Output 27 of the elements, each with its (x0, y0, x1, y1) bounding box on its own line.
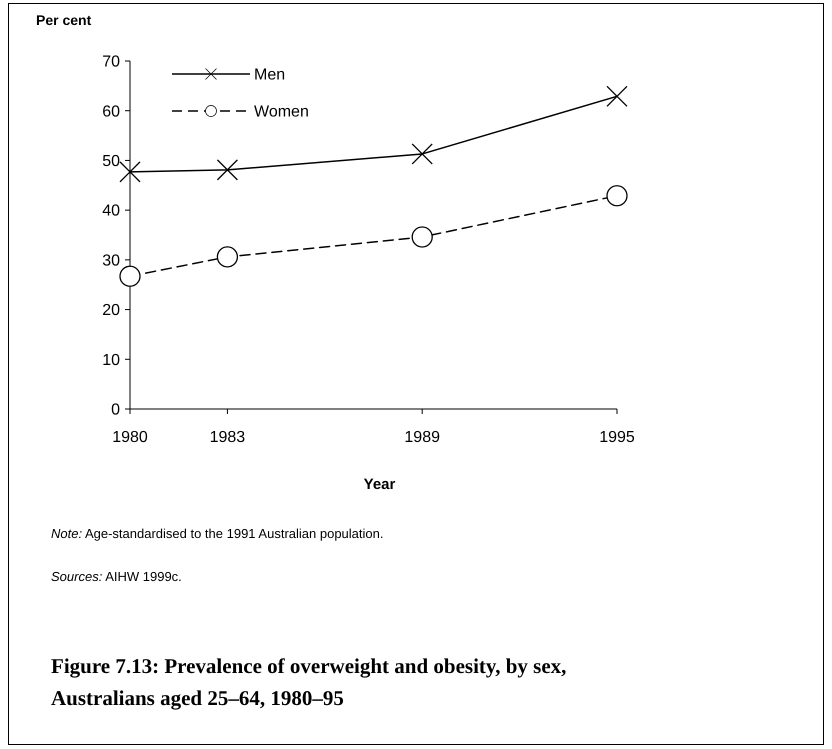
legend-label: Men (254, 66, 286, 84)
y-tick-label: 60 (102, 103, 120, 120)
source-note: Sources: AIHW 1999c. (51, 569, 182, 584)
y-axis-title: Per cent (36, 12, 92, 28)
x-tick-label: 1989 (404, 429, 440, 446)
y-tick-label: 0 (111, 402, 120, 419)
x-axis-title: Year (364, 476, 396, 493)
point (606, 185, 628, 206)
point (412, 226, 433, 248)
y-tick-label: 40 (102, 202, 120, 220)
point (412, 143, 433, 165)
text: Figure 7.13: Prevalence of overweight and obesity, by sex, Australians aged 25–64, 1980–95 (51, 654, 566, 710)
legend-label: Women (254, 104, 309, 121)
y-tick-label: 70 (102, 54, 120, 71)
y-tick-label: 10 (102, 352, 120, 369)
x-tick-label: 1983 (210, 429, 246, 446)
text: Note: Age-standardised to the 1991 Australian population. (51, 526, 384, 541)
y-tick-label: 20 (102, 302, 120, 320)
point (606, 86, 628, 107)
y-tick-label: 50 (102, 153, 120, 170)
point (119, 161, 141, 183)
x-tick-label: 1980 (112, 429, 148, 446)
point (216, 159, 238, 181)
x-tick-label: 1995 (599, 429, 635, 446)
point (216, 246, 238, 268)
y-tick-label: 30 (102, 252, 120, 270)
point (119, 266, 141, 287)
